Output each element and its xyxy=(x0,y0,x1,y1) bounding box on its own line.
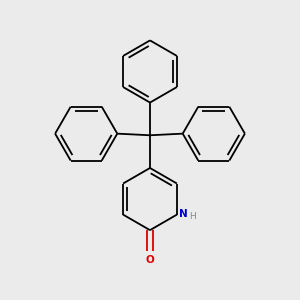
Text: H: H xyxy=(189,212,196,221)
Text: N: N xyxy=(178,209,187,219)
Text: O: O xyxy=(146,255,154,265)
